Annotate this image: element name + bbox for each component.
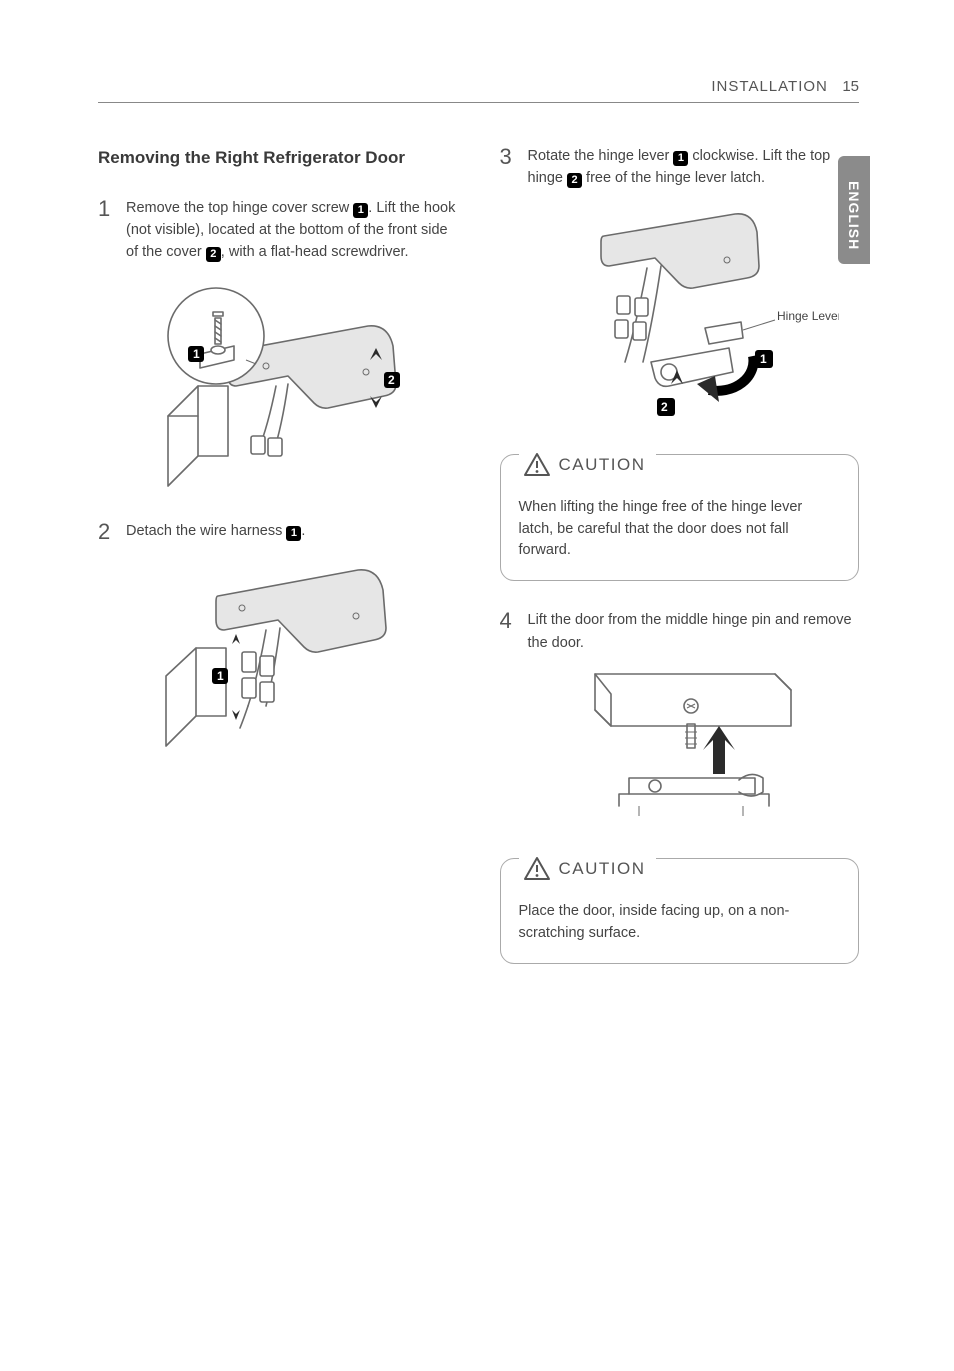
svg-text:2: 2	[388, 373, 395, 387]
step-1: 1 Remove the top hinge cover screw 1. Li…	[98, 197, 458, 264]
step-text: , with a flat-head screwdriver.	[221, 244, 409, 260]
illustration-step1: 1 2	[138, 276, 418, 496]
step-number: 1	[98, 197, 126, 264]
section-title: Removing the Right Refrigerator Door	[98, 145, 458, 171]
caution-label: CAUTION	[519, 855, 656, 883]
hinge-lever-latch-label: Hinge Lever Latch	[777, 309, 839, 323]
right-column: 3 Rotate the hinge lever 1 clockwise. Li…	[500, 145, 860, 992]
language-tab: ENGLISH	[838, 156, 870, 264]
callout-2-icon: 2	[206, 247, 221, 262]
svg-text:1: 1	[760, 352, 767, 366]
step-text: Remove the top hinge cover screw	[126, 200, 353, 216]
step-4: 4 Lift the door from the middle hinge pi…	[500, 609, 860, 654]
step-body: Remove the top hinge cover screw 1. Lift…	[126, 197, 458, 264]
caution-text: Place the door, inside facing up, on a n…	[519, 903, 790, 941]
step-number: 4	[500, 609, 528, 654]
step-text: Detach the wire harness	[126, 523, 286, 539]
caution-box-2: CAUTION Place the door, inside facing up…	[500, 858, 860, 964]
illustration-step2: 1	[148, 556, 408, 756]
callout-1-icon: 1	[286, 526, 301, 541]
step-text: Rotate the hinge lever	[528, 148, 674, 164]
caution-box-1: CAUTION When lifting the hinge free of t…	[500, 454, 860, 581]
svg-text:1: 1	[217, 669, 224, 683]
caution-word: CAUTION	[559, 856, 646, 882]
caution-word: CAUTION	[559, 452, 646, 478]
left-column: Removing the Right Refrigerator Door 1 R…	[98, 145, 458, 992]
svg-text:2: 2	[661, 400, 668, 414]
content-columns: Removing the Right Refrigerator Door 1 R…	[98, 145, 859, 992]
page-header: INSTALLATION 15	[98, 78, 859, 103]
caution-icon	[523, 855, 551, 883]
caution-icon	[523, 451, 551, 479]
step-body: Rotate the hinge lever 1 clockwise. Lift…	[528, 145, 860, 190]
step-body: Lift the door from the middle hinge pin …	[528, 609, 860, 654]
header-page-number: 15	[842, 78, 859, 95]
step-text: .	[301, 523, 305, 539]
callout-1-icon: 1	[673, 151, 688, 166]
callout-1-icon: 1	[353, 203, 368, 218]
step-text: free of the hinge lever latch.	[582, 170, 765, 186]
callout-2-icon: 2	[567, 173, 582, 188]
caution-text: When lifting the hinge free of the hinge…	[519, 499, 803, 559]
illustration-step3: Hinge Lever Latch 1 2	[519, 202, 839, 422]
header-section: INSTALLATION	[711, 78, 827, 95]
illustration-step4	[559, 666, 799, 826]
step-3: 3 Rotate the hinge lever 1 clockwise. Li…	[500, 145, 860, 190]
step-body: Detach the wire harness 1.	[126, 520, 458, 544]
step-number: 2	[98, 520, 126, 544]
caution-label: CAUTION	[519, 451, 656, 479]
svg-text:1: 1	[193, 347, 200, 361]
step-number: 3	[500, 145, 528, 190]
step-2: 2 Detach the wire harness 1.	[98, 520, 458, 544]
